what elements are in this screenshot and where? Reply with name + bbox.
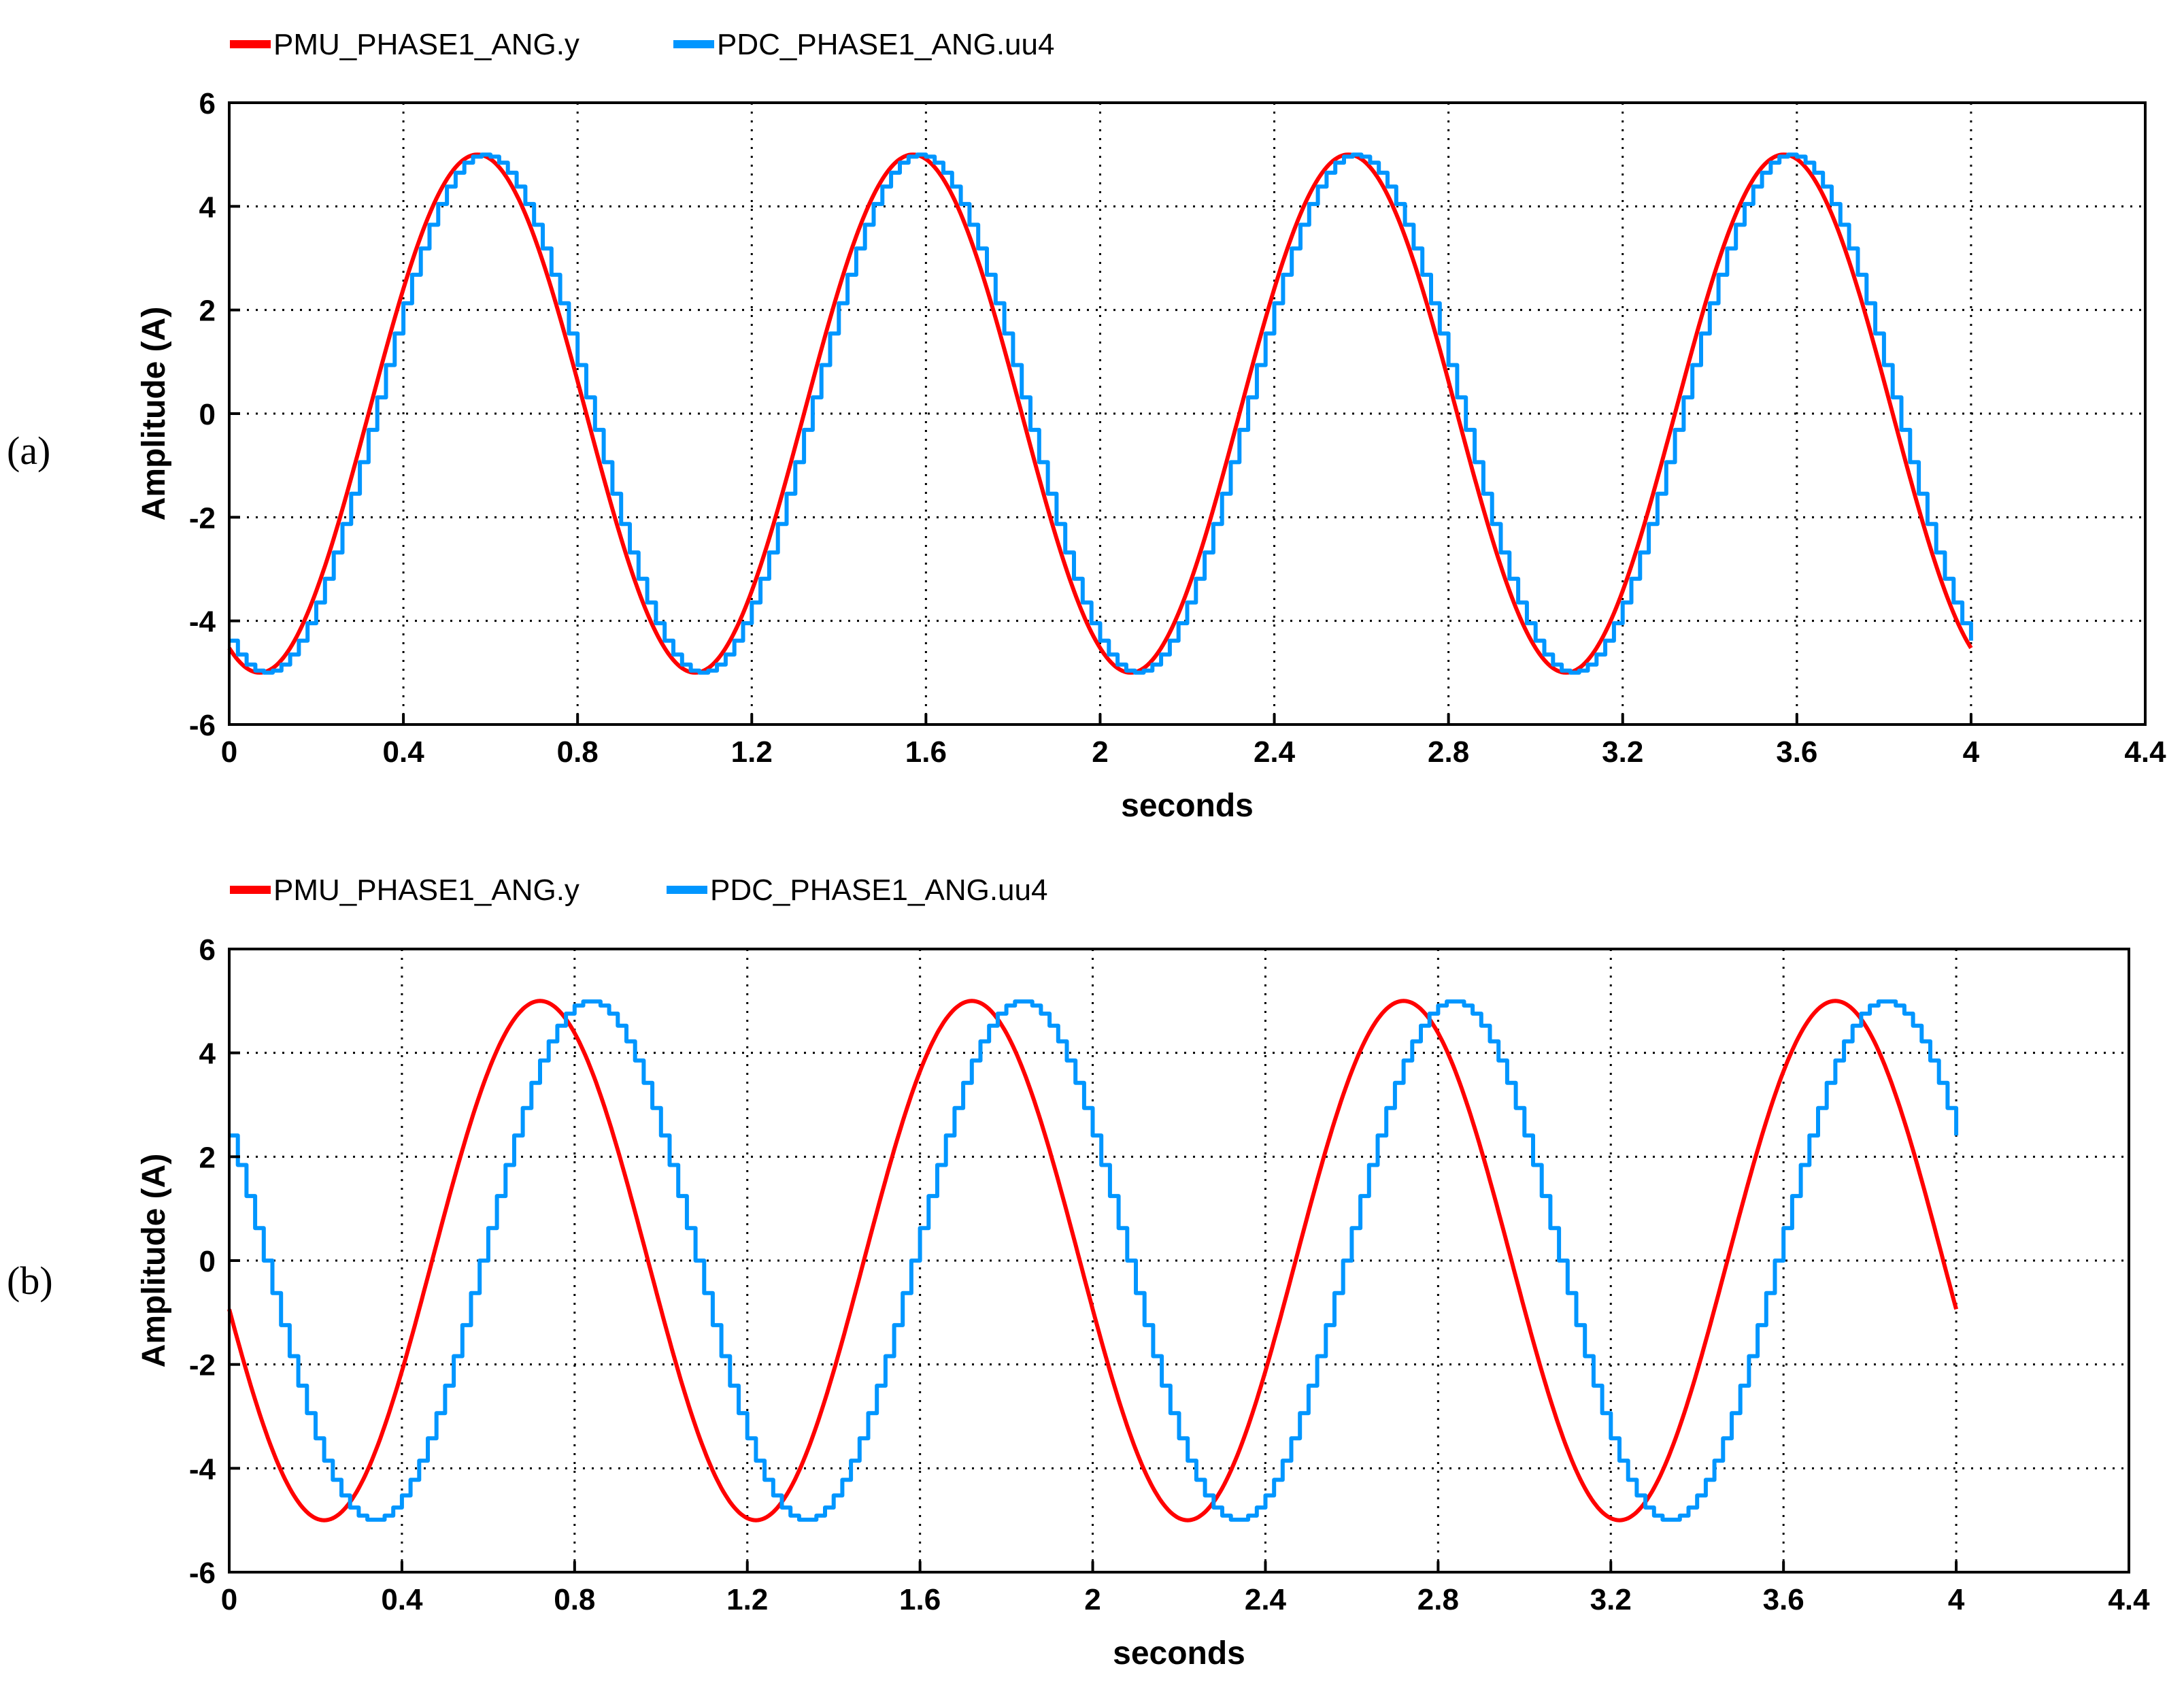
plot-lines <box>227 999 1959 1522</box>
x-tick-label: 0.8 <box>557 735 599 769</box>
panel-label: (b) <box>7 1259 53 1303</box>
axis-ticks: 0 0.4 0.8 1.2 1.6 2 2.4 2.8 3.2 3.6 4 4.4 6 4 2 0 -2 -4 -6 <box>189 933 2150 1616</box>
y-tick-label: 0 <box>199 1245 216 1278</box>
grid <box>229 103 2145 725</box>
y-tick-label: 4 <box>199 190 216 224</box>
x-tick-label: 2.8 <box>1428 735 1469 769</box>
legend-label-pdc: PDC_PHASE1_ANG.uu4 <box>710 873 1047 907</box>
legend: PMU_PHASE1_ANG.y PDC_PHASE1_ANG.uu4 <box>230 873 1047 907</box>
series-line-pmu <box>227 999 1958 1522</box>
x-axis-title: seconds <box>1121 788 1254 824</box>
y-tick-label: 2 <box>199 1141 216 1174</box>
x-tick-label: 3.6 <box>1776 735 1817 769</box>
x-tick-label: 4 <box>1963 735 1980 769</box>
legend-label-pmu: PMU_PHASE1_ANG.y <box>273 28 579 61</box>
x-tick-label: 0.4 <box>383 735 425 769</box>
x-tick-label: 1.2 <box>726 1583 768 1616</box>
panel-a: (a) PMU_PHASE1_ANG.y PDC_PHASE1_ANG.uu4 … <box>7 28 2166 824</box>
legend: PMU_PHASE1_ANG.y PDC_PHASE1_ANG.uu4 <box>230 28 1054 61</box>
x-tick-label: 4.4 <box>2124 735 2166 769</box>
x-tick-label: 0.4 <box>381 1583 423 1616</box>
x-tick-label: 4.4 <box>2108 1583 2150 1616</box>
y-tick-label: -2 <box>189 1349 216 1382</box>
x-tick-label: 0.8 <box>554 1583 595 1616</box>
legend-label-pdc: PDC_PHASE1_ANG.uu4 <box>717 28 1054 61</box>
x-tick-label: 0 <box>221 1583 237 1616</box>
y-tick-label: -4 <box>189 1452 216 1486</box>
x-tick-label: 0 <box>221 735 237 769</box>
y-axis-title: Amplitude (A) <box>136 307 172 521</box>
y-tick-label: 0 <box>199 398 216 431</box>
x-tick-label: 1.6 <box>905 735 947 769</box>
x-axis-title: seconds <box>1113 1635 1245 1671</box>
panel-b: (b) PMU_PHASE1_ANG.y PDC_PHASE1_ANG.uu4 … <box>7 873 2150 1671</box>
y-tick-label: 4 <box>199 1037 216 1071</box>
series-line-pdc <box>229 999 1959 1522</box>
y-tick-label: 6 <box>199 933 216 967</box>
y-tick-label: -2 <box>189 501 216 535</box>
x-tick-label: 2 <box>1092 735 1108 769</box>
panel-label: (a) <box>7 429 50 473</box>
x-tick-label: 2.8 <box>1417 1583 1459 1616</box>
y-tick-label: -4 <box>189 605 216 639</box>
plot-frame <box>228 948 2130 1574</box>
series-line-pdc <box>229 152 1973 675</box>
series-line-pmu <box>227 152 1973 675</box>
y-axis-title: Amplitude (A) <box>136 1154 172 1368</box>
x-tick-label: 3.2 <box>1590 1583 1632 1616</box>
x-tick-label: 2 <box>1084 1583 1101 1616</box>
x-tick-label: 1.6 <box>899 1583 941 1616</box>
legend-label-pmu: PMU_PHASE1_ANG.y <box>273 873 579 907</box>
y-tick-label: -6 <box>189 1557 216 1590</box>
x-tick-label: 3.2 <box>1602 735 1643 769</box>
plot-lines <box>227 152 1973 675</box>
y-tick-label: 6 <box>199 87 216 120</box>
y-tick-label: 2 <box>199 295 216 328</box>
x-tick-label: 3.6 <box>1763 1583 1804 1616</box>
x-tick-label: 4 <box>1948 1583 1965 1616</box>
x-tick-label: 2.4 <box>1254 735 1296 769</box>
x-tick-label: 1.2 <box>731 735 773 769</box>
axis-ticks: 0 0.4 0.8 1.2 1.6 2 2.4 2.8 3.2 3.6 4 4.4 6 4 2 0 -2 -4 -6 <box>189 87 2166 769</box>
y-tick-label: -6 <box>189 709 216 742</box>
plot-frame <box>228 101 2147 726</box>
x-tick-label: 2.4 <box>1245 1583 1287 1616</box>
